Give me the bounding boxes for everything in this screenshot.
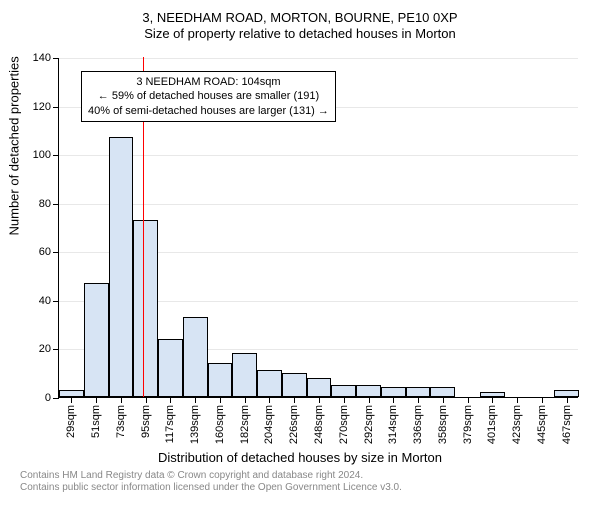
x-tick <box>220 397 221 403</box>
y-tick <box>53 204 59 205</box>
gridline <box>59 155 578 156</box>
x-tick <box>542 397 543 403</box>
x-tick <box>245 397 246 403</box>
footer-line-2: Contains public sector information licen… <box>20 482 402 494</box>
x-tick-label: 139sqm <box>189 405 201 444</box>
y-tick <box>53 301 59 302</box>
x-tick <box>96 397 97 403</box>
x-tick <box>567 397 568 403</box>
x-tick-label: 379sqm <box>462 405 474 444</box>
y-tick <box>53 107 59 108</box>
x-tick-label: 423sqm <box>511 405 523 444</box>
x-tick <box>443 397 444 403</box>
x-tick <box>195 397 196 403</box>
x-tick <box>170 397 171 403</box>
x-tick-label: 270sqm <box>338 405 350 444</box>
y-tick-label: 100 <box>33 149 51 161</box>
y-tick <box>53 349 59 350</box>
histogram-bar <box>406 387 431 397</box>
chart-title-main: 3, NEEDHAM ROAD, MORTON, BOURNE, PE10 0X… <box>0 10 600 25</box>
x-tick-label: 226sqm <box>288 405 300 444</box>
histogram-bar <box>232 353 257 397</box>
x-tick-label: 73sqm <box>115 405 127 438</box>
y-tick-label: 20 <box>39 343 51 355</box>
histogram-bar <box>183 317 208 397</box>
annotation-line: 3 NEEDHAM ROAD: 104sqm <box>88 75 329 89</box>
histogram-bar <box>133 220 158 397</box>
plot-area: 02040608010012014029sqm51sqm73sqm95sqm11… <box>58 58 578 398</box>
y-tick-label: 140 <box>33 52 51 64</box>
x-tick <box>492 397 493 403</box>
x-tick-label: 51sqm <box>90 405 102 438</box>
x-tick-label: 117sqm <box>164 405 176 443</box>
y-tick <box>53 398 59 399</box>
x-tick-label: 29sqm <box>65 405 77 438</box>
chart-title-sub: Size of property relative to detached ho… <box>0 26 600 41</box>
y-tick-label: 60 <box>39 246 51 258</box>
x-tick-label: 467sqm <box>561 405 573 444</box>
x-tick <box>146 397 147 403</box>
gridline <box>59 58 578 59</box>
x-tick <box>393 397 394 403</box>
chart-container: 3, NEEDHAM ROAD, MORTON, BOURNE, PE10 0X… <box>0 10 600 510</box>
y-tick-label: 0 <box>45 392 51 404</box>
histogram-bar <box>158 339 183 397</box>
y-tick-label: 40 <box>39 295 51 307</box>
histogram-bar <box>356 385 381 397</box>
x-tick <box>121 397 122 403</box>
histogram-bar <box>109 137 134 397</box>
annotation-line: ← 59% of detached houses are smaller (19… <box>88 89 329 103</box>
x-tick-label: 401sqm <box>486 405 498 444</box>
x-axis-title: Distribution of detached houses by size … <box>0 450 600 465</box>
gridline <box>59 204 578 205</box>
x-tick <box>517 397 518 403</box>
histogram-bar <box>381 387 406 397</box>
x-tick-label: 95sqm <box>140 405 152 438</box>
y-tick <box>53 155 59 156</box>
x-tick <box>344 397 345 403</box>
x-tick <box>294 397 295 403</box>
x-tick-label: 358sqm <box>437 405 449 444</box>
x-tick-label: 182sqm <box>239 405 251 444</box>
histogram-bar <box>430 387 455 397</box>
x-tick-label: 204sqm <box>263 405 275 444</box>
histogram-bar <box>331 385 356 397</box>
footer-line-1: Contains HM Land Registry data © Crown c… <box>20 470 402 482</box>
x-tick-label: 292sqm <box>363 405 375 444</box>
y-axis-title: Number of detached properties <box>7 56 22 235</box>
y-tick <box>53 252 59 253</box>
histogram-bar <box>208 363 233 397</box>
x-tick <box>468 397 469 403</box>
x-tick-label: 336sqm <box>412 405 424 444</box>
annotation-box: 3 NEEDHAM ROAD: 104sqm← 59% of detached … <box>81 71 336 122</box>
x-tick <box>418 397 419 403</box>
histogram-bar <box>307 378 332 397</box>
x-tick <box>71 397 72 403</box>
y-tick <box>53 58 59 59</box>
x-tick <box>269 397 270 403</box>
annotation-line: 40% of semi-detached houses are larger (… <box>88 104 329 118</box>
x-tick <box>369 397 370 403</box>
histogram-bar <box>282 373 307 397</box>
histogram-bar <box>554 390 579 397</box>
histogram-bar <box>59 390 84 397</box>
y-tick-label: 120 <box>33 101 51 113</box>
x-tick-label: 445sqm <box>536 405 548 444</box>
histogram-bar <box>257 370 282 397</box>
x-tick-label: 314sqm <box>387 405 399 444</box>
x-tick <box>319 397 320 403</box>
histogram-bar <box>84 283 109 397</box>
x-tick-label: 160sqm <box>214 405 226 444</box>
x-tick-label: 248sqm <box>313 405 325 444</box>
footer-attribution: Contains HM Land Registry data © Crown c… <box>20 470 402 494</box>
y-tick-label: 80 <box>39 198 51 210</box>
